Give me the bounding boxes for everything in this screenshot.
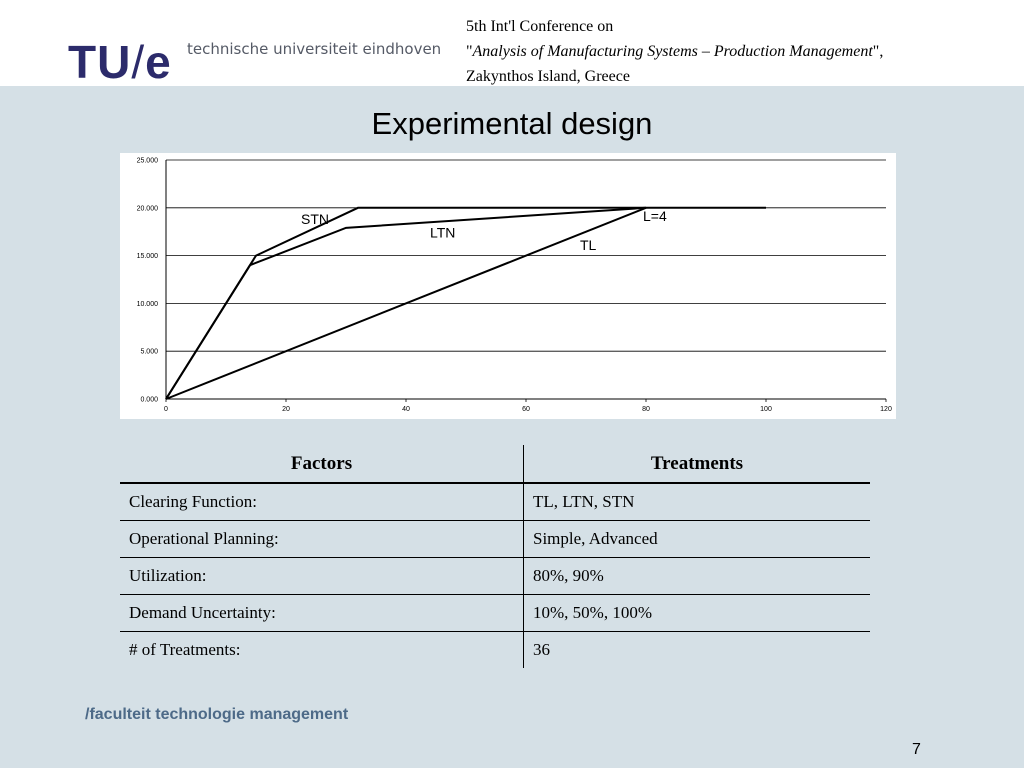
- faculty-footer: /faculteit technologie management: [85, 706, 349, 723]
- chart-svg: 0.000 5.000 10.000 15.000 20.000 25.000 0 20 40 6…: [137, 158, 892, 414]
- factor-cell: Clearing Function:: [120, 483, 524, 521]
- annotation-l4: L=4: [643, 208, 667, 224]
- annotation-ltn: LTN: [430, 224, 455, 240]
- chart: 0.000 5.000 10.000 15.000 20.000 25.000 0 20 40 6…: [120, 153, 896, 419]
- conference-line-1: 5th Int'l Conference on: [466, 18, 614, 35]
- factor-cell: Demand Uncertainty:: [120, 594, 524, 632]
- conference-line-2: "Analysis of Manufacturing Systems – Pro…: [466, 43, 884, 60]
- y-tick-label: 15.000: [137, 253, 159, 260]
- factor-cell: Utilization:: [120, 557, 524, 595]
- x-tick-label: 100: [760, 406, 772, 413]
- page-number: 7: [912, 741, 921, 758]
- x-tick-label: 20: [282, 406, 290, 413]
- y-tick-label: 5.000: [140, 349, 158, 356]
- table-row: Utilization: 80%, 90%: [120, 557, 870, 595]
- table-header-row: Factors Treatments: [120, 445, 870, 484]
- treatment-cell: Simple, Advanced: [523, 520, 870, 558]
- y-tick-label: 20.000: [137, 205, 159, 212]
- annotation-tl: TL: [580, 237, 597, 253]
- header-treatments: Treatments: [523, 445, 870, 484]
- x-tick-label: 40: [402, 406, 410, 413]
- tue-logo: TU/e: [68, 36, 172, 88]
- x-tick-label: 120: [880, 406, 892, 413]
- conference-info: 5th Int'l Conference on "Analysis of Man…: [466, 14, 883, 89]
- header-factors: Factors: [120, 445, 524, 484]
- annotation-stn: STN: [301, 211, 329, 227]
- table-row: # of Treatments: 36: [120, 631, 870, 668]
- factor-cell: Operational Planning:: [120, 520, 524, 558]
- series-line-tl: [165, 206, 647, 400]
- university-name: technische universiteit eindhoven: [187, 40, 442, 58]
- slide-title: Experimental design: [371, 106, 653, 141]
- treatment-cell: TL, LTN, STN: [523, 483, 870, 521]
- x-tick-label: 0: [164, 406, 168, 413]
- series-line-ltn: [165, 206, 647, 400]
- treatment-cell: 80%, 90%: [523, 557, 870, 595]
- y-tick-label: 25.000: [137, 158, 159, 165]
- y-tick-label: 0.000: [140, 397, 158, 404]
- treatment-cell: 10%, 50%, 100%: [523, 594, 870, 632]
- factors-table: Factors Treatments Clearing Function: TL…: [120, 445, 870, 668]
- factor-cell: # of Treatments:: [120, 631, 524, 668]
- table-row: Clearing Function: TL, LTN, STN: [120, 483, 870, 521]
- x-tick-label: 80: [642, 406, 650, 413]
- treatment-cell: 36: [533, 640, 550, 659]
- table-row: Operational Planning: Simple, Advanced: [120, 520, 870, 558]
- table-row: Demand Uncertainty: 10%, 50%, 100%: [120, 594, 870, 632]
- y-tick-label: 10.000: [137, 301, 159, 308]
- x-tick-label: 60: [522, 406, 530, 413]
- header-bar: TU/e technische universiteit eindhoven 5…: [0, 0, 1024, 86]
- conference-line-3: Zakynthos Island, Greece: [466, 68, 630, 85]
